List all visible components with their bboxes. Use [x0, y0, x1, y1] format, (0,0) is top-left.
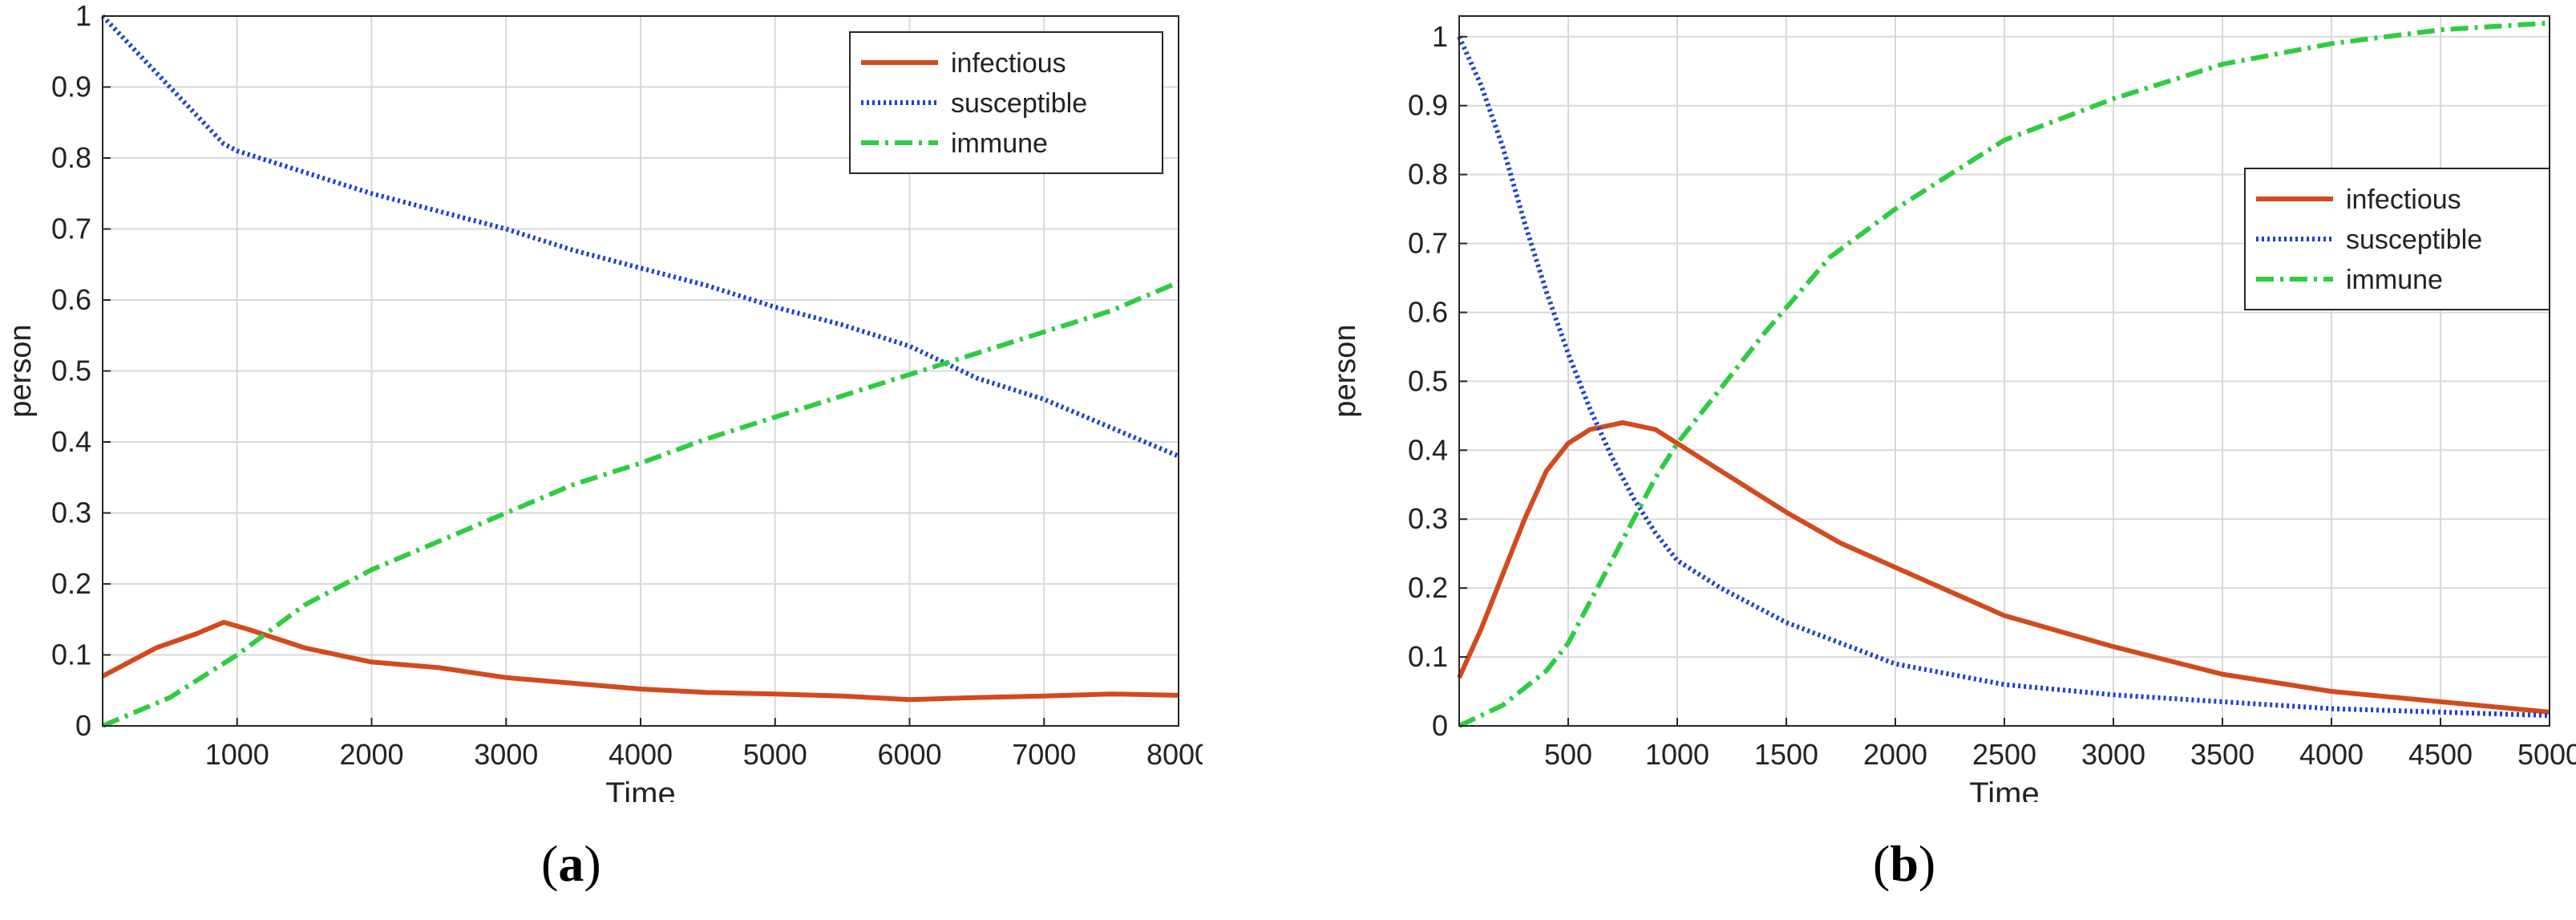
y-axis-label: person [4, 324, 38, 417]
legend: infectious susceptible immune [2244, 168, 2550, 310]
y-tick-label: 0.3 [1408, 502, 1448, 535]
x-tick-label: 7000 [1012, 738, 1076, 771]
series-line-immune [1458, 20, 2550, 728]
y-tick-label: 0.3 [51, 496, 91, 529]
y-tick-label: 0 [1432, 709, 1448, 742]
legend-label-infectious: infectious [951, 48, 1066, 79]
y-tick-label: 0.5 [51, 355, 91, 387]
y-tick-label: 0.9 [51, 71, 91, 103]
x-tick-label: 3000 [474, 738, 538, 771]
x-tick-label: 3500 [2190, 738, 2255, 771]
series-line-susceptible [100, 14, 1180, 459]
x-tick-label: 2500 [1972, 738, 2036, 771]
series-line-susceptible [1457, 35, 2550, 719]
series-line-infectious [101, 619, 1179, 703]
y-tick-label: 0.6 [1408, 295, 1448, 328]
y-tick-label: 0.4 [1408, 433, 1448, 466]
y-tick-label: 0.7 [51, 213, 91, 245]
caption-b-letter: b [1890, 835, 1919, 892]
y-axis-label: person [1328, 324, 1362, 417]
y-tick-label: 1 [75, 0, 91, 32]
y-tick-label: 1 [1432, 20, 1448, 53]
x-tick-label: 4000 [2299, 738, 2364, 771]
x-tick-label: 5000 [2517, 738, 2576, 771]
x-tick-label: 6000 [877, 738, 941, 771]
chart-panel-b: 500 1000 1500 2000 2500 3000 3500 4000 4500 5000 0… [1283, 0, 2576, 920]
y-tick-label: 0.6 [51, 283, 91, 316]
x-tick-label: 2000 [339, 738, 403, 771]
caption-a: (a) [541, 835, 601, 892]
series-line-immune [101, 280, 1180, 728]
y-tick-label: 0.5 [1408, 364, 1448, 397]
x-tick-label: 2000 [1863, 738, 1927, 771]
legend-label-infectious: infectious [2346, 184, 2461, 215]
x-axis-label: Time [605, 776, 675, 802]
x-tick-label: 4000 [609, 738, 673, 771]
x-axis-label: Time [1969, 776, 2039, 802]
legend-label-susceptible: susceptible [2346, 225, 2482, 255]
y-tick-label: 0.1 [51, 638, 91, 671]
chart-b-svg: 500 1000 1500 2000 2500 3000 3500 4000 4500 5000 0… [1328, 15, 2576, 802]
series-line-infectious [1457, 419, 2550, 715]
caption-a-letter: a [558, 835, 584, 892]
y-tick-label: 0.8 [51, 141, 91, 174]
y-tick-label: 0.2 [1408, 571, 1448, 604]
legend: infectious susceptible immune [849, 31, 1163, 174]
y-tick-label: 0.7 [1408, 227, 1448, 260]
legend-label-immune: immune [951, 128, 1048, 159]
legend-label-susceptible: susceptible [951, 88, 1087, 119]
x-tick-label: 5000 [743, 738, 807, 771]
y-tick-label: 0.9 [1408, 89, 1448, 122]
x-tick-label: 1500 [1754, 738, 1818, 771]
x-tick-label: 3000 [2081, 738, 2145, 771]
caption-b: (b) [1873, 835, 1936, 892]
legend-label-immune: immune [2346, 265, 2443, 295]
y-tick-label: 0.2 [51, 567, 91, 600]
y-tick-label: 0 [75, 709, 91, 742]
y-tick-label: 0.4 [51, 425, 91, 458]
y-tick-label: 0.1 [1408, 640, 1448, 673]
x-tick-label: 1000 [205, 738, 269, 771]
x-tick-label: 4500 [2408, 738, 2473, 771]
x-tick-label: 1000 [1645, 738, 1709, 771]
y-tick-label: 0.8 [1408, 158, 1448, 191]
x-tick-label: 500 [1544, 738, 1592, 771]
